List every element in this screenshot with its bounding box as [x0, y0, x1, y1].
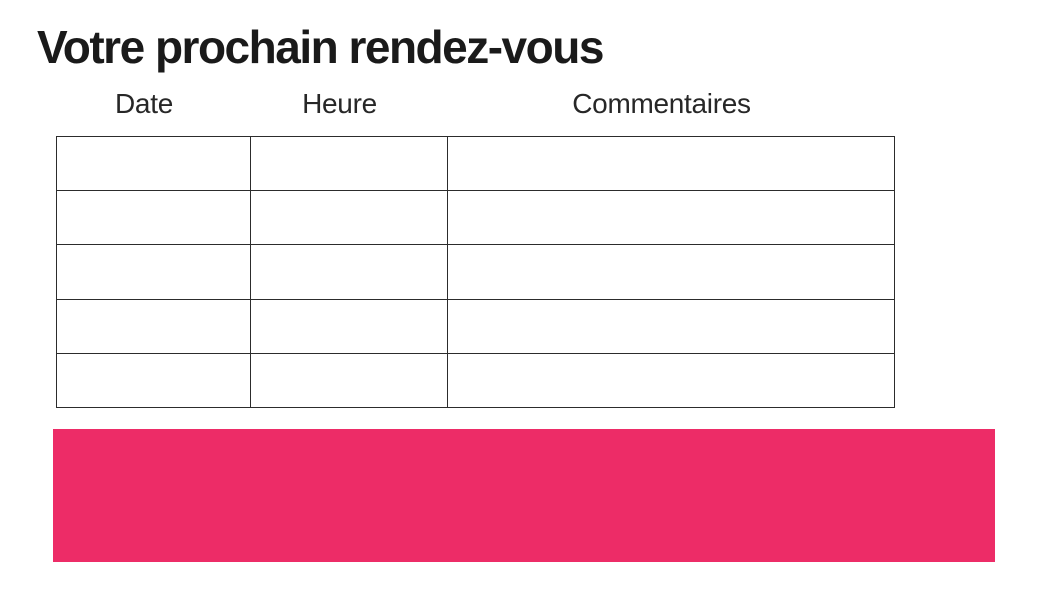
cell-date — [56, 244, 251, 300]
cell-heure — [250, 352, 448, 409]
table-row — [56, 244, 895, 300]
cell-heure — [250, 190, 448, 246]
cell-commentaires — [447, 190, 895, 246]
cell-date — [56, 135, 251, 192]
cell-heure — [250, 298, 448, 354]
table-row — [56, 190, 895, 246]
cell-commentaires — [447, 352, 895, 409]
column-header-heure: Heure — [302, 88, 377, 119]
cell-commentaires — [447, 298, 895, 354]
cell-date — [56, 352, 251, 409]
cell-date — [56, 190, 251, 246]
table-row — [56, 352, 895, 409]
column-header-date: Date — [115, 88, 173, 119]
appointments-table — [56, 135, 895, 409]
cell-heure — [250, 135, 448, 192]
table-header-row: Date Heure Commentaires — [47, 90, 885, 118]
column-header-commentaires: Commentaires — [572, 88, 751, 119]
cell-commentaires — [447, 244, 895, 300]
table-row — [56, 298, 895, 354]
page-title: Votre prochain rendez-vous — [37, 21, 604, 73]
cell-commentaires — [447, 135, 895, 192]
cell-heure — [250, 244, 448, 300]
cell-date — [56, 298, 251, 354]
highlight-block — [53, 429, 995, 562]
table-row — [56, 135, 895, 192]
